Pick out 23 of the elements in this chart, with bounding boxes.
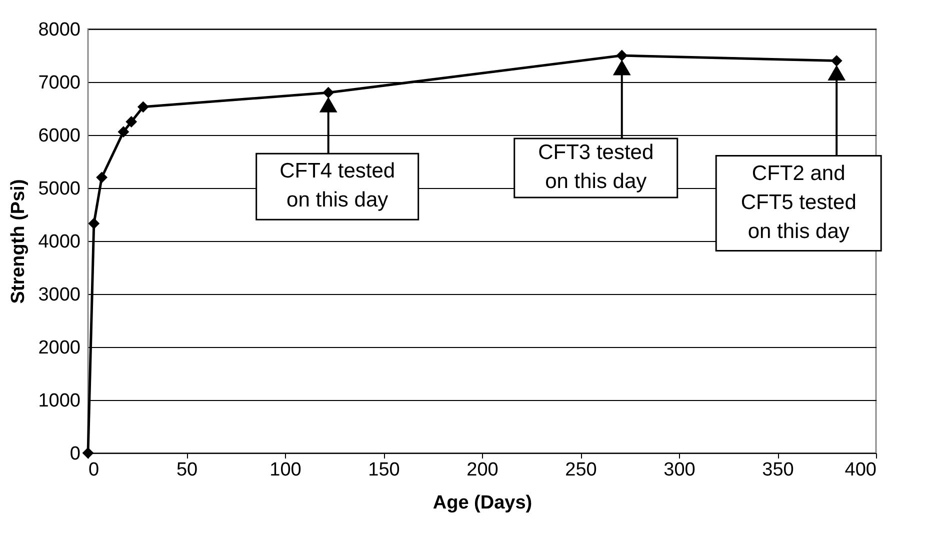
y-axis-title: Strength (Psi) <box>8 179 30 304</box>
x-axis-title: Age (Days) <box>432 492 532 514</box>
annotation: CFT4 tested on this day <box>280 160 396 212</box>
x-tick-label: 200 <box>466 460 498 480</box>
y-tick-label: 5000 <box>38 178 80 200</box>
x-tick-label: 250 <box>565 460 597 480</box>
x-tick-label: 100 <box>270 460 302 480</box>
annotation: CFT2 and CFT5 tested on this day <box>740 162 856 243</box>
y-tick-label: 0 <box>70 444 80 464</box>
y-tick-label: 8000 <box>38 20 80 40</box>
y-tick-label: 6000 <box>38 126 80 146</box>
y-tick-label: 7000 <box>38 72 80 94</box>
y-tick-label: 1000 <box>38 390 80 412</box>
x-tick-label: 350 <box>762 460 794 480</box>
x-tick-label: 300 <box>664 460 696 480</box>
x-tick-label: 50 <box>176 460 198 480</box>
y-tick-label: 4000 <box>38 232 80 252</box>
y-tick-label: 2000 <box>38 338 80 358</box>
x-tick-label: 0 <box>88 460 100 480</box>
y-tick-label: 3000 <box>38 284 80 306</box>
annotation: CFT3 tested on this day <box>538 141 654 193</box>
x-tick-label: 400 <box>844 460 876 480</box>
x-tick-label: 150 <box>368 460 400 480</box>
